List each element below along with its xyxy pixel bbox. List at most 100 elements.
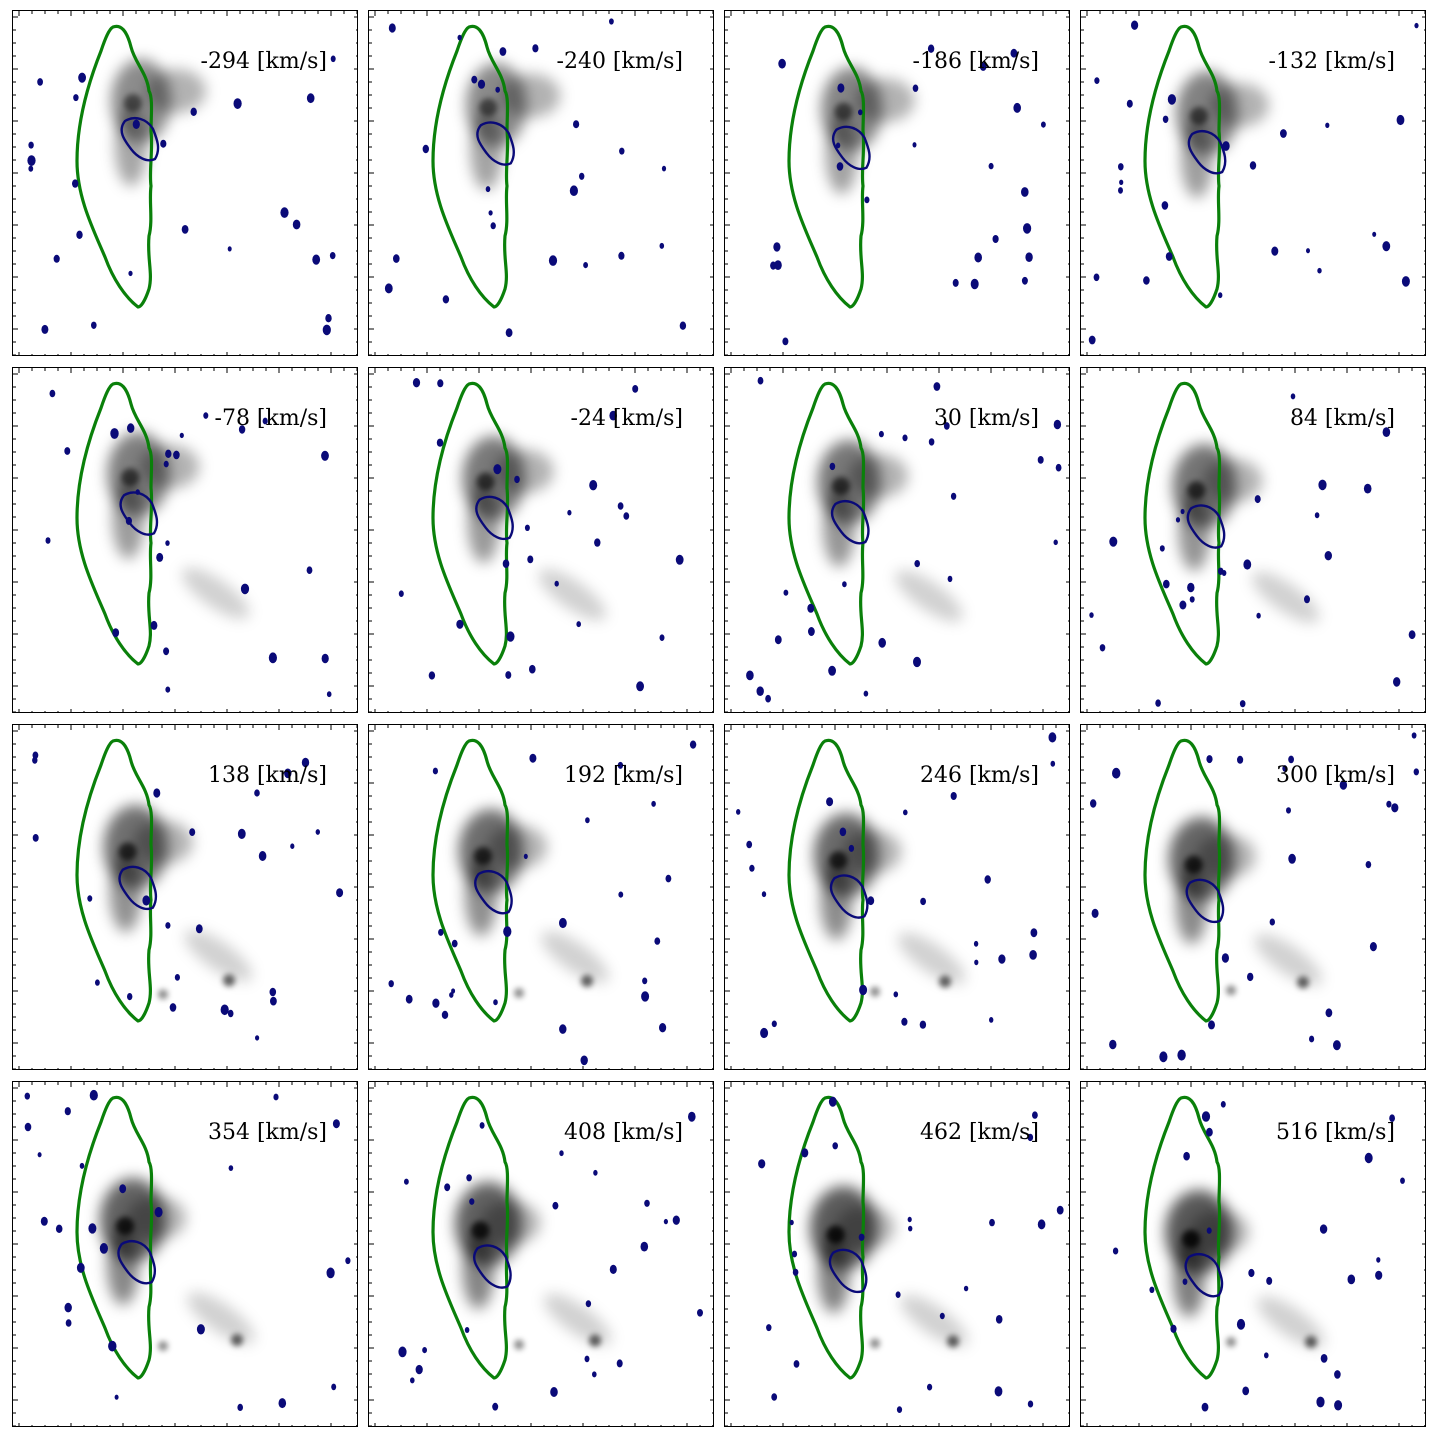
source-outline	[75, 738, 154, 1023]
axis-ticks	[725, 368, 1069, 712]
source-outline	[1143, 1095, 1222, 1380]
contour-overlay	[24, 1089, 351, 1411]
contour-overlay	[27, 55, 336, 336]
axis-ticks	[725, 1082, 1069, 1426]
channel-panel: -78 [km/s]	[12, 367, 358, 713]
velocity-label: 192 [km/s]	[563, 763, 683, 788]
channel-panel: 138 [km/s]	[12, 724, 358, 1070]
velocity-label: 354 [km/s]	[207, 1120, 327, 1145]
contour-overlay	[770, 44, 1046, 346]
contour-overlay	[746, 376, 1062, 703]
axis-ticks	[1081, 11, 1425, 355]
axis-ticks	[1081, 368, 1425, 712]
channel-map-plot	[369, 368, 713, 712]
contour-overlay	[384, 18, 687, 338]
channel-panel: 300 [km/s]	[1080, 724, 1426, 1070]
velocity-label: -24 [km/s]	[570, 406, 683, 431]
source-outline	[431, 381, 510, 666]
source-outline	[75, 1095, 154, 1380]
channel-map-plot	[13, 1082, 357, 1426]
channel-map-plot	[13, 368, 357, 712]
contour-overlay	[398, 378, 684, 692]
channel-panel: 354 [km/s]	[12, 1081, 358, 1427]
channel-panel: 462 [km/s]	[724, 1081, 1070, 1427]
velocity-label: -240 [km/s]	[556, 49, 683, 74]
axis-ticks	[725, 725, 1069, 1069]
contour-overlay	[1112, 1101, 1405, 1412]
velocity-label: -78 [km/s]	[214, 406, 327, 431]
axis-ticks	[369, 725, 713, 1069]
channel-panel: -294 [km/s]	[12, 10, 358, 356]
channel-panel: -24 [km/s]	[368, 367, 714, 713]
emission-map	[809, 1186, 969, 1347]
velocity-label: -186 [km/s]	[912, 49, 1039, 74]
emission-map	[1172, 444, 1320, 623]
channel-map-plot	[725, 1082, 1069, 1426]
channel-map-plot	[725, 368, 1069, 712]
contour-overlay	[45, 389, 332, 698]
channel-map-plot	[1081, 1082, 1425, 1426]
channel-map-plot	[13, 725, 357, 1069]
axis-ticks	[1081, 725, 1425, 1069]
source-outline	[75, 24, 154, 309]
velocity-label: -294 [km/s]	[200, 49, 327, 74]
channel-panel: 30 [km/s]	[724, 367, 1070, 713]
velocity-label: 408 [km/s]	[563, 1120, 683, 1145]
channel-panel: -240 [km/s]	[368, 10, 714, 356]
axis-ticks	[369, 11, 713, 355]
contour-overlay	[32, 751, 344, 1041]
axis-ticks	[13, 11, 357, 355]
velocity-label: 138 [km/s]	[207, 763, 327, 788]
contour-overlay	[388, 740, 697, 1066]
channel-map-plot	[1081, 725, 1425, 1069]
axis-ticks	[13, 1082, 357, 1426]
channel-map-plot	[369, 1082, 713, 1426]
source-outline	[787, 24, 866, 309]
source-outline	[1143, 738, 1222, 1023]
channel-panel: 84 [km/s]	[1080, 367, 1426, 713]
emission-map	[817, 440, 963, 622]
contour-overlay	[1090, 732, 1419, 1063]
contour-overlay	[398, 1111, 703, 1411]
source-outline	[787, 738, 866, 1023]
channel-panel: 516 [km/s]	[1080, 1081, 1426, 1427]
channel-map-plot	[1081, 368, 1425, 712]
emission-map	[107, 432, 250, 619]
contour-overlay	[758, 1096, 1064, 1413]
emission-map	[103, 805, 253, 982]
source-outline	[1143, 24, 1222, 309]
emission-map	[111, 59, 206, 186]
channel-map-plot	[725, 725, 1069, 1069]
velocity-label: -132 [km/s]	[1268, 49, 1395, 74]
axis-ticks	[13, 725, 357, 1069]
velocity-label: 246 [km/s]	[919, 763, 1039, 788]
source-outline	[431, 1095, 510, 1380]
velocity-label: 516 [km/s]	[1275, 1120, 1395, 1145]
axis-ticks	[369, 1082, 713, 1426]
axis-ticks	[13, 368, 357, 712]
velocity-label: 84 [km/s]	[1289, 406, 1395, 431]
source-outline	[787, 381, 866, 666]
channel-panel: 192 [km/s]	[368, 724, 714, 1070]
axis-ticks	[369, 368, 713, 712]
channel-map-plot	[725, 11, 1069, 355]
source-outline	[1143, 381, 1222, 666]
velocity-label: 462 [km/s]	[919, 1120, 1039, 1145]
contour-overlay	[1089, 393, 1416, 708]
emission-map	[1176, 71, 1269, 198]
axis-ticks	[725, 11, 1069, 355]
channel-panel: -132 [km/s]	[1080, 10, 1426, 356]
axis-ticks	[1081, 1082, 1425, 1426]
source-outline	[431, 24, 510, 309]
channel-map-plot	[369, 725, 713, 1069]
channel-panel: 246 [km/s]	[724, 724, 1070, 1070]
source-outline	[75, 381, 154, 666]
channel-panel: -186 [km/s]	[724, 10, 1070, 356]
channel-map-plot	[13, 11, 357, 355]
velocity-label: 30 [km/s]	[933, 406, 1039, 431]
channel-panel: 408 [km/s]	[368, 1081, 714, 1427]
contour-overlay	[736, 732, 1057, 1039]
emission-map	[454, 1182, 612, 1345]
contour-overlay	[1088, 20, 1419, 345]
